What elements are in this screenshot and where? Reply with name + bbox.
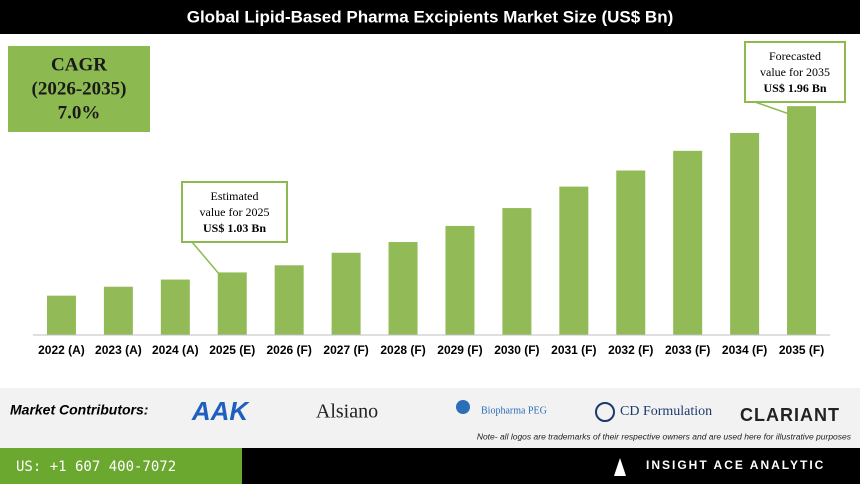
- callout-text: Forecasted: [769, 49, 821, 63]
- x-tick-label: 2027 (F): [323, 343, 368, 357]
- logo: Biopharma PEG: [481, 405, 547, 416]
- x-tick-label: 2022 (A): [38, 343, 85, 357]
- bar: [787, 106, 817, 335]
- bar: [730, 132, 760, 335]
- x-tick-label: 2026 (F): [266, 343, 311, 357]
- logo: CD Formulation: [620, 404, 712, 419]
- x-tick-label: 2032 (F): [608, 343, 653, 357]
- bar: [160, 279, 190, 335]
- callout-text: Estimated: [211, 189, 259, 203]
- x-tick-label: 2024 (A): [152, 343, 199, 357]
- x-tick-label: 2023 (A): [95, 343, 142, 357]
- title-bar: [0, 0, 860, 34]
- x-tick-label: 2031 (F): [551, 343, 596, 357]
- callout-box: [744, 41, 846, 103]
- phone: US: +1 607 400-7072: [16, 459, 176, 475]
- callout-pointer: [754, 101, 796, 117]
- logo: Alsiano: [316, 401, 378, 423]
- phone-panel: [0, 448, 242, 484]
- bar: [445, 225, 475, 335]
- x-tick-label: 2028 (F): [380, 343, 425, 357]
- x-tick-label: 2033 (F): [665, 343, 710, 357]
- chart-title: Global Lipid-Based Pharma Excipients Mar…: [187, 7, 674, 26]
- x-tick-label: 2029 (F): [437, 343, 482, 357]
- cagr-text: 7.0%: [58, 102, 101, 123]
- bar: [331, 252, 361, 335]
- callout-pointer: [191, 241, 227, 283]
- bar: [616, 170, 646, 335]
- callout-text: US$ 1.03 Bn: [203, 221, 266, 235]
- logo-icon: [595, 402, 615, 422]
- logo-icon: [456, 400, 470, 414]
- x-tick-label: 2035 (F): [779, 343, 824, 357]
- cagr-box: [8, 46, 150, 132]
- cagr-text: (2026-2035): [32, 78, 127, 99]
- callout-text: US$ 1.96 Bn: [763, 81, 826, 95]
- bar: [103, 286, 133, 335]
- callout-text: value for 2035: [760, 65, 830, 79]
- bar: [673, 150, 703, 335]
- bar: [559, 186, 589, 335]
- x-tick-label: 2025 (E): [209, 343, 255, 357]
- bar: [274, 265, 304, 335]
- logo: CLARIANT: [740, 405, 840, 425]
- x-tick-label: 2030 (F): [494, 343, 539, 357]
- contributors-band: [0, 388, 860, 448]
- bar: [46, 295, 76, 335]
- brand: INSIGHT ACE ANALYTIC: [646, 458, 825, 472]
- bar: [217, 272, 247, 335]
- note: Note- all logos are trademarks of their …: [477, 431, 852, 441]
- x-tick-label: 2034 (F): [722, 343, 767, 357]
- contributors-label: Market Contributors:: [10, 402, 148, 418]
- callout-text: value for 2025: [200, 205, 270, 219]
- brand-icon: [614, 458, 626, 476]
- cagr-text: CAGR: [51, 54, 107, 75]
- logo: AAK: [191, 396, 251, 426]
- bar: [502, 208, 532, 335]
- bar: [388, 242, 418, 335]
- callout-box: [181, 181, 288, 243]
